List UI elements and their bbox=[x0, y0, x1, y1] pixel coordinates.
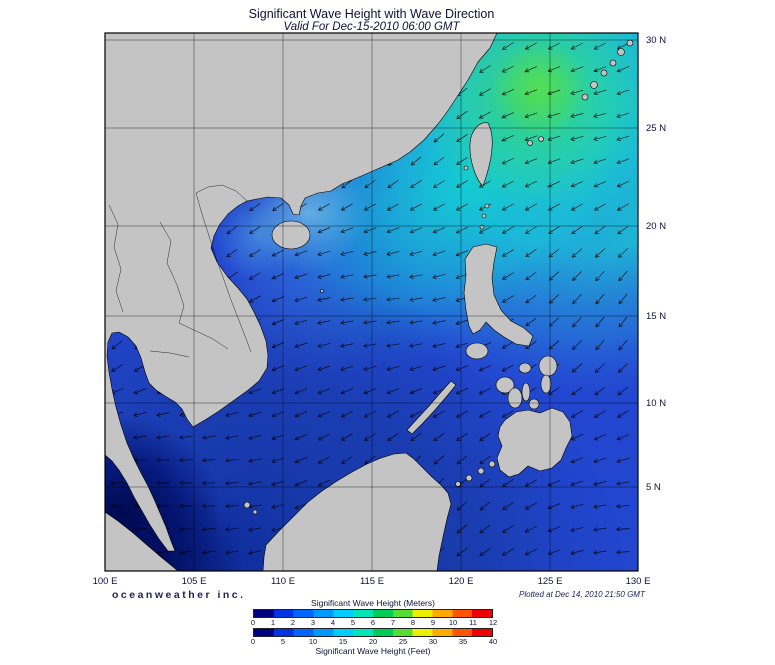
island-sumatra bbox=[105, 511, 179, 571]
island-borneo bbox=[262, 452, 452, 571]
meters-colorbar bbox=[253, 609, 493, 618]
lat-tick-label: 25 N bbox=[646, 123, 667, 134]
feet-tick-label: 5 bbox=[280, 637, 286, 646]
lat-tick-label: 5 N bbox=[646, 482, 661, 493]
meters-tick-label: 7 bbox=[390, 618, 396, 627]
island-hainan bbox=[271, 220, 311, 250]
meters-legend-label: Significant Wave Height (Meters) bbox=[311, 598, 435, 608]
feet-tick-label: 25 bbox=[398, 637, 408, 646]
meters-tick-label: 3 bbox=[310, 618, 316, 627]
feet-tick-label: 20 bbox=[368, 637, 378, 646]
meters-tick-label: 9 bbox=[430, 618, 436, 627]
meters-tick-row: 0 1 2 3 4 5 6 7 8 9 10 11 12 bbox=[250, 618, 497, 627]
island-palawan bbox=[406, 380, 457, 435]
lon-tick-label: 105 E bbox=[181, 576, 207, 587]
country-borders bbox=[108, 184, 252, 358]
lon-tick-label: 110 E bbox=[270, 576, 296, 587]
mainland-asia bbox=[105, 33, 498, 552]
meters-tick-label: 12 bbox=[488, 618, 498, 627]
meters-tick-label: 0 bbox=[250, 618, 256, 627]
lon-tick-label: 120 E bbox=[448, 576, 474, 587]
lon-tick-label: 130 E bbox=[625, 576, 651, 587]
islands-natuna bbox=[243, 501, 258, 515]
island-mindanao bbox=[496, 407, 573, 478]
graticule bbox=[105, 33, 638, 571]
map-valid-time: Valid For Dec-15-2010 06:00 GMT bbox=[283, 21, 460, 33]
island-mindoro bbox=[465, 342, 489, 360]
lon-tick-label: 100 E bbox=[92, 576, 118, 587]
feet-tick-label: 0 bbox=[250, 637, 256, 646]
feet-tick-label: 40 bbox=[488, 637, 498, 646]
island-penghu bbox=[463, 165, 469, 171]
meters-tick-label: 5 bbox=[350, 618, 356, 627]
meters-tick-label: 6 bbox=[370, 618, 376, 627]
lon-tick-label: 125 E bbox=[537, 576, 563, 587]
oceanweather-branding: oceanweather inc. bbox=[112, 589, 246, 601]
lat-tick-label: 20 N bbox=[646, 221, 667, 232]
islands-batanes bbox=[479, 203, 490, 230]
lat-tick-label: 30 N bbox=[646, 35, 667, 46]
meters-tick-label: 1 bbox=[270, 618, 276, 627]
feet-tick-row: 0 5 10 15 20 25 30 35 40 bbox=[250, 637, 497, 646]
feet-legend-label: Significant Wave Height (Feet) bbox=[315, 646, 431, 656]
feet-tick-label: 10 bbox=[308, 637, 318, 646]
island-paracel bbox=[320, 289, 324, 293]
lat-tick-label: 15 N bbox=[646, 311, 667, 322]
landmasses bbox=[105, 33, 634, 571]
meters-tick-label: 10 bbox=[448, 618, 458, 627]
meters-tick-label: 8 bbox=[410, 618, 416, 627]
lat-tick-label: 10 N bbox=[646, 398, 667, 409]
feet-tick-label: 15 bbox=[338, 637, 348, 646]
island-taiwan bbox=[469, 122, 493, 187]
feet-tick-label: 30 bbox=[428, 637, 438, 646]
feet-tick-label: 35 bbox=[458, 637, 468, 646]
meters-tick-label: 2 bbox=[290, 618, 296, 627]
meters-tick-label: 4 bbox=[330, 618, 336, 627]
island-luzon bbox=[463, 243, 534, 347]
plotted-timestamp: Plotted at Dec 14, 2010 21:50 GMT bbox=[519, 590, 645, 599]
meters-tick-label: 11 bbox=[469, 618, 477, 627]
map-frame bbox=[104, 32, 639, 572]
map-title: Significant Wave Height with Wave Direct… bbox=[248, 7, 495, 21]
feet-colorbar bbox=[253, 628, 493, 637]
islands-visayas bbox=[495, 355, 558, 410]
islands-sulu bbox=[455, 460, 496, 487]
lon-tick-label: 115 E bbox=[359, 576, 385, 587]
